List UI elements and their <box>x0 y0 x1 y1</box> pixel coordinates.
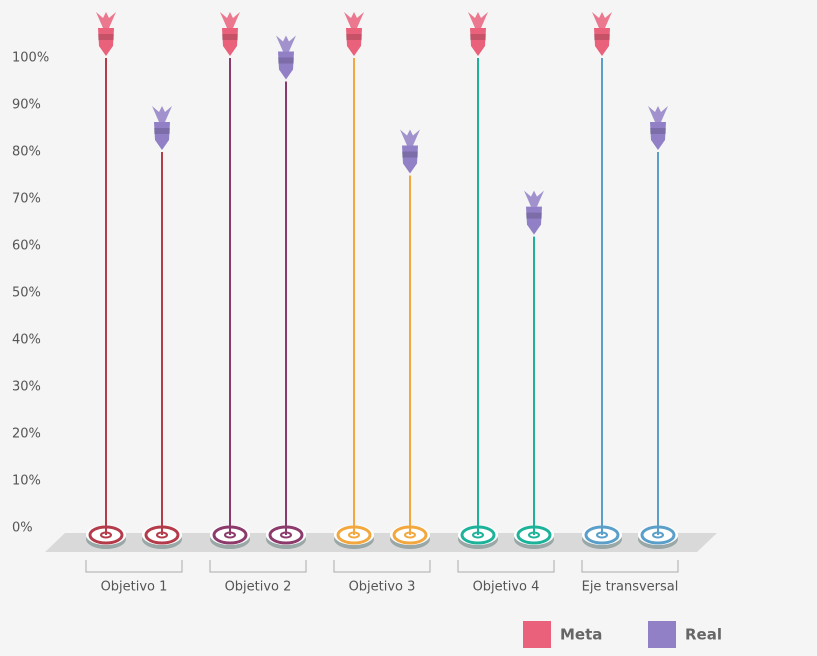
category-bracket <box>457 560 555 573</box>
y-tick-label: 30% <box>12 380 41 395</box>
y-tick-label: 50% <box>12 286 41 301</box>
y-tick-label: 70% <box>12 192 41 207</box>
category-bracket <box>209 560 307 573</box>
dart-fins <box>344 12 364 28</box>
dart-fins <box>648 106 668 122</box>
dart-band <box>278 57 294 64</box>
dart-fins <box>220 12 240 28</box>
y-tick-label: 100% <box>12 51 49 66</box>
category-bracket <box>333 560 431 573</box>
x-tick-label: Objetivo 3 <box>349 580 416 595</box>
dart <box>152 106 172 150</box>
dart-fins <box>524 190 544 207</box>
dart-body <box>154 122 170 150</box>
dart-body <box>402 145 418 174</box>
dart <box>400 129 420 174</box>
y-tick-label: 40% <box>12 333 41 348</box>
x-tick-label: Objetivo 1 <box>101 580 168 595</box>
x-tick-label: Objetivo 2 <box>225 580 292 595</box>
dart <box>276 35 296 80</box>
dart-body <box>526 206 542 235</box>
dart-fins <box>96 12 116 28</box>
dart-body <box>346 28 362 56</box>
dart-fins <box>400 129 420 146</box>
dart-body <box>594 28 610 56</box>
dart-body <box>98 28 114 56</box>
dart <box>648 106 668 150</box>
dart-band <box>650 128 666 134</box>
legend-text: Real <box>685 626 722 644</box>
legend-text: Meta <box>560 626 602 644</box>
y-tick-label: 90% <box>12 98 41 113</box>
dart-band <box>594 34 610 40</box>
legend-swatch <box>523 621 551 648</box>
dart <box>524 190 544 235</box>
dart-body <box>278 51 294 80</box>
dart-band <box>98 34 114 40</box>
y-tick-label: 10% <box>12 474 41 489</box>
dart-band <box>222 34 238 40</box>
dart-band <box>470 34 486 40</box>
dart <box>220 12 240 56</box>
dart-band <box>402 151 418 158</box>
dart-band <box>526 212 542 219</box>
dart <box>344 12 364 56</box>
y-tick-label: 20% <box>12 427 41 442</box>
dart-body <box>470 28 486 56</box>
category-bracket <box>85 560 183 573</box>
dart <box>96 12 116 56</box>
x-tick-label: Eje transversal <box>582 580 679 595</box>
category-bracket <box>581 560 679 573</box>
dart <box>592 12 612 56</box>
dart-body <box>650 122 666 150</box>
y-tick-label: 0% <box>12 521 33 536</box>
legend-swatch <box>648 621 676 648</box>
dart-fins <box>468 12 488 28</box>
dart-band <box>346 34 362 40</box>
dart <box>468 12 488 56</box>
dart-body <box>222 28 238 56</box>
dart-fins <box>276 35 296 52</box>
dart-fins <box>152 106 172 122</box>
dart-fins <box>592 12 612 28</box>
y-tick-label: 80% <box>12 145 41 160</box>
y-tick-label: 60% <box>12 239 41 254</box>
x-tick-label: Objetivo 4 <box>473 580 540 595</box>
dart-band <box>154 128 170 134</box>
